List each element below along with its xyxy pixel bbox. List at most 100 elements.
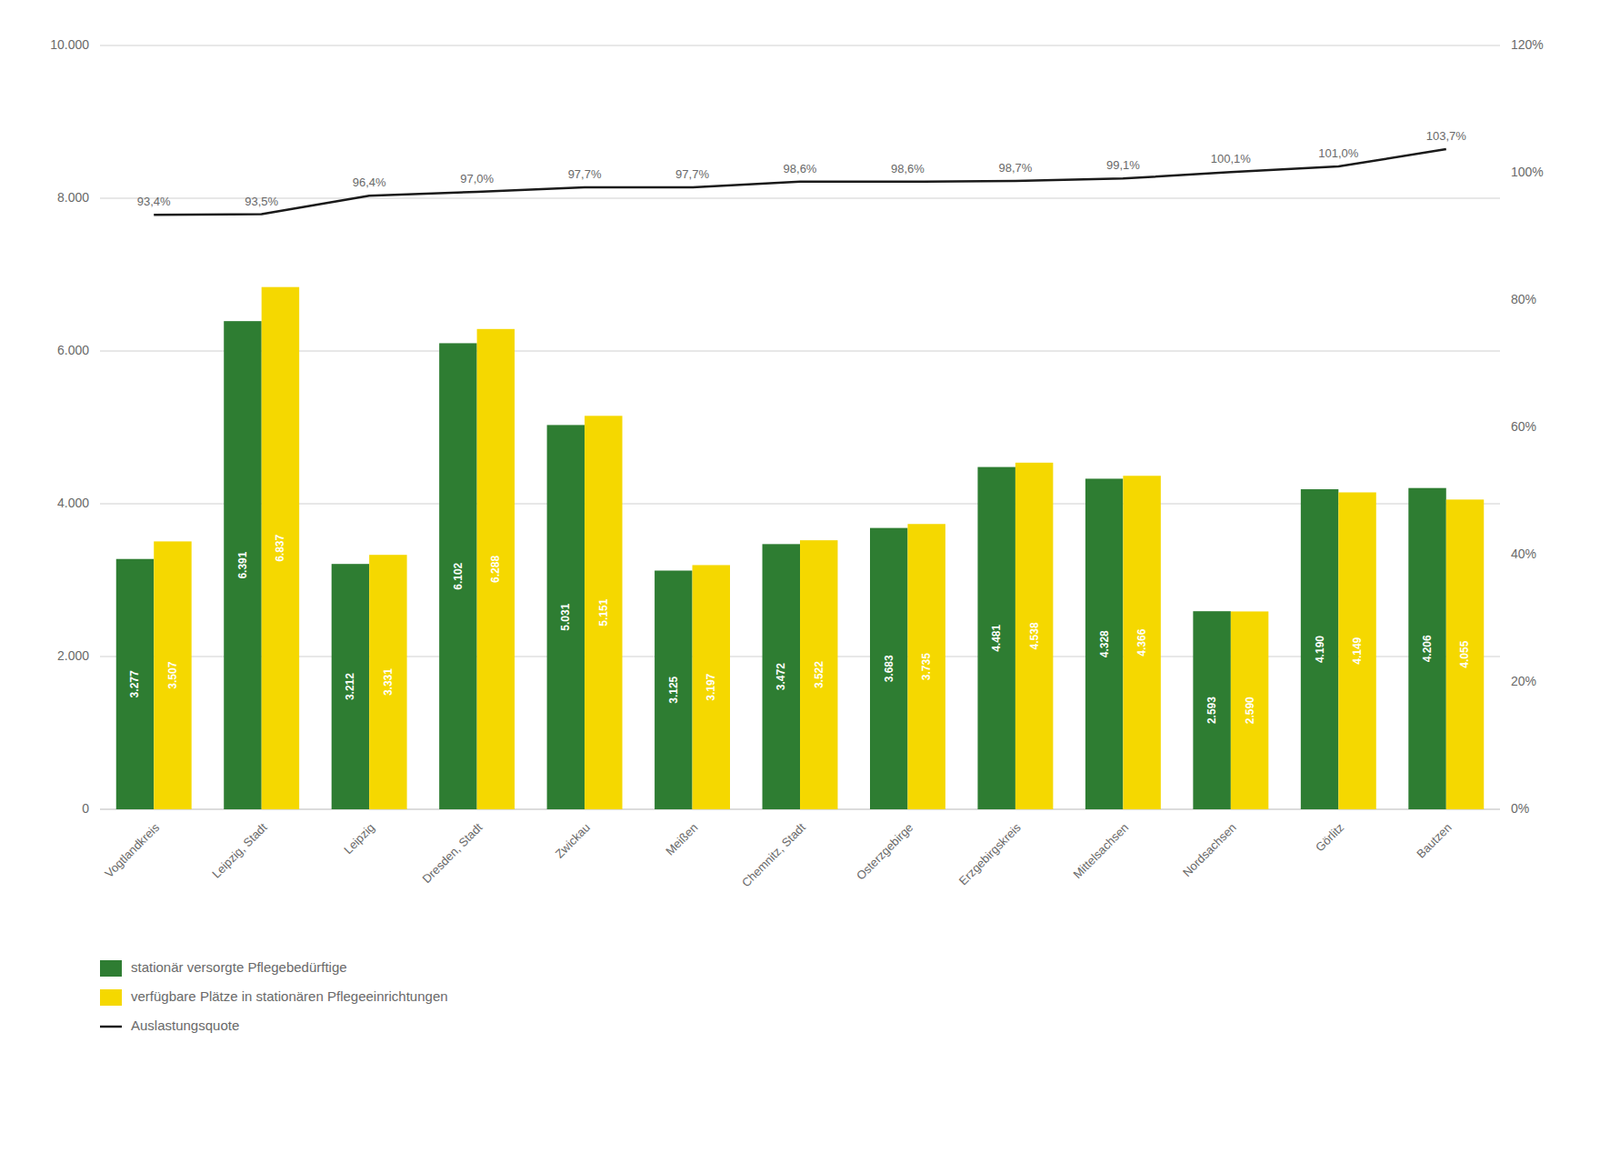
bar-label: 3.277 [129, 670, 142, 698]
grid-line [100, 45, 1500, 47]
bar-label: 3.683 [882, 654, 896, 682]
line-label: 97,7% [568, 167, 602, 181]
bar-label: 5.151 [597, 598, 610, 626]
legend-swatch [100, 989, 122, 1006]
bar-label: 3.735 [920, 652, 933, 680]
bar [153, 540, 191, 810]
bar-label: 3.507 [166, 660, 180, 689]
legend-label: stationär versorgte Pflegebedürftige [130, 959, 348, 975]
bar-label: 6.288 [489, 555, 502, 583]
bar [1015, 462, 1053, 810]
line-label: 100,1% [1210, 151, 1252, 166]
x-tick-label: Vogtlandkreis [101, 820, 162, 880]
bar-label: 4.149 [1350, 636, 1364, 664]
bar [223, 320, 261, 810]
line-label: 97,7% [675, 167, 710, 181]
line [153, 149, 1447, 215]
bar [331, 563, 370, 810]
line-label: 99,1% [1106, 158, 1140, 172]
legend-label: verfügbare Plätze in stationären Pflegee… [130, 988, 449, 1004]
y-tick-label: 10.000 [50, 37, 90, 52]
y2-tick-label: 0% [1510, 800, 1530, 816]
bar [369, 554, 407, 810]
bar-label: 4.055 [1459, 640, 1472, 668]
bar-label: 3.212 [343, 672, 357, 700]
bar-label: 6.391 [236, 550, 250, 579]
line-label: 93,5% [244, 194, 279, 209]
line-label: 96,4% [352, 175, 387, 190]
line-label: 98,7% [998, 160, 1032, 175]
bar-label: 4.328 [1098, 630, 1111, 658]
bar [547, 424, 585, 810]
grid-line [100, 503, 1500, 505]
bar [762, 543, 800, 810]
bar [977, 467, 1015, 810]
bar [800, 540, 838, 810]
bar-label: 6.837 [273, 534, 287, 562]
data-labels: 3.277 6.391 3.212 6.102 5.031 3.125 3.472 3.683… [129, 129, 1472, 724]
bar [907, 523, 945, 810]
y2-tick-label: 80% [1510, 291, 1537, 307]
legend-label: Auslastungsquote [130, 1017, 240, 1033]
bar [1300, 489, 1339, 810]
bar [1085, 478, 1123, 810]
x-tick-label: Görlitz [1312, 820, 1347, 854]
y-tick-label: 0 [81, 800, 90, 816]
bar [1230, 610, 1269, 810]
bar-label: 6.102 [451, 561, 465, 590]
x-tick-label: Erzgebirgskreis [956, 820, 1024, 888]
line-label: 101,0% [1318, 146, 1360, 160]
legend-swatch [100, 960, 122, 977]
x-tick-label: Osterzgebirge [853, 820, 916, 882]
y2-tick-label: 40% [1510, 546, 1537, 561]
bar [1192, 610, 1230, 810]
legend: stationär versorgte Pflegebedürftige verf… [100, 959, 449, 1033]
y-tick-label: 2.000 [57, 648, 90, 663]
bar-label: 3.522 [812, 660, 826, 689]
bar [439, 342, 477, 810]
grid-line [100, 198, 1500, 200]
bar-label: 3.331 [381, 668, 395, 696]
chart: 02.0004.0006.0008.00010.0000%20%40%60%80… [0, 0, 1600, 1153]
x-tick-label: Leipzig [340, 820, 378, 857]
x-tick-label: Leipzig, Stadt [209, 820, 270, 881]
y-tick-label: 6.000 [57, 342, 90, 358]
bar-label: 2.590 [1243, 696, 1257, 724]
y2-tick-label: 100% [1510, 164, 1544, 180]
line-label: 93,4% [137, 194, 171, 209]
bar [477, 329, 515, 810]
line-label: 103,7% [1426, 129, 1468, 143]
grid [100, 45, 1500, 810]
grid-line [100, 350, 1500, 352]
bar-label: 3.472 [774, 662, 788, 690]
bar [692, 564, 730, 810]
line-label: 97,0% [460, 171, 494, 186]
legend-swatch [100, 1025, 122, 1029]
bar [116, 559, 154, 810]
x-tick-label: Bautzen [1413, 820, 1454, 860]
bar [261, 287, 300, 810]
y2-tick-label: 60% [1510, 419, 1537, 434]
background [0, 0, 1600, 1153]
bar-label: 4.366 [1135, 628, 1149, 656]
x-tick-label: Nordsachsen [1180, 820, 1240, 880]
line-label: 98,6% [783, 161, 818, 176]
bar [654, 570, 692, 810]
bar-label: 4.538 [1028, 621, 1041, 650]
bar [1446, 499, 1484, 810]
bar [1122, 475, 1160, 810]
bar-label: 5.031 [559, 602, 572, 630]
x-tick-label: Zwickau [552, 820, 593, 860]
bar-label: 2.593 [1205, 696, 1219, 724]
bar [584, 415, 622, 810]
bar-label: 3.125 [667, 675, 680, 703]
y-tick-label: 4.000 [57, 495, 90, 510]
y-tick-label: 8.000 [57, 190, 90, 205]
x-tick-label: Chemnitz, Stadt [739, 820, 809, 890]
x-tick-label: Mittelsachsen [1070, 820, 1131, 881]
y2-tick-label: 120% [1510, 37, 1544, 52]
bar [1408, 488, 1446, 810]
bar [870, 528, 908, 810]
x-tick-label: Dresden, Stadt [420, 820, 486, 886]
x-tick-label: Meißen [662, 820, 700, 858]
